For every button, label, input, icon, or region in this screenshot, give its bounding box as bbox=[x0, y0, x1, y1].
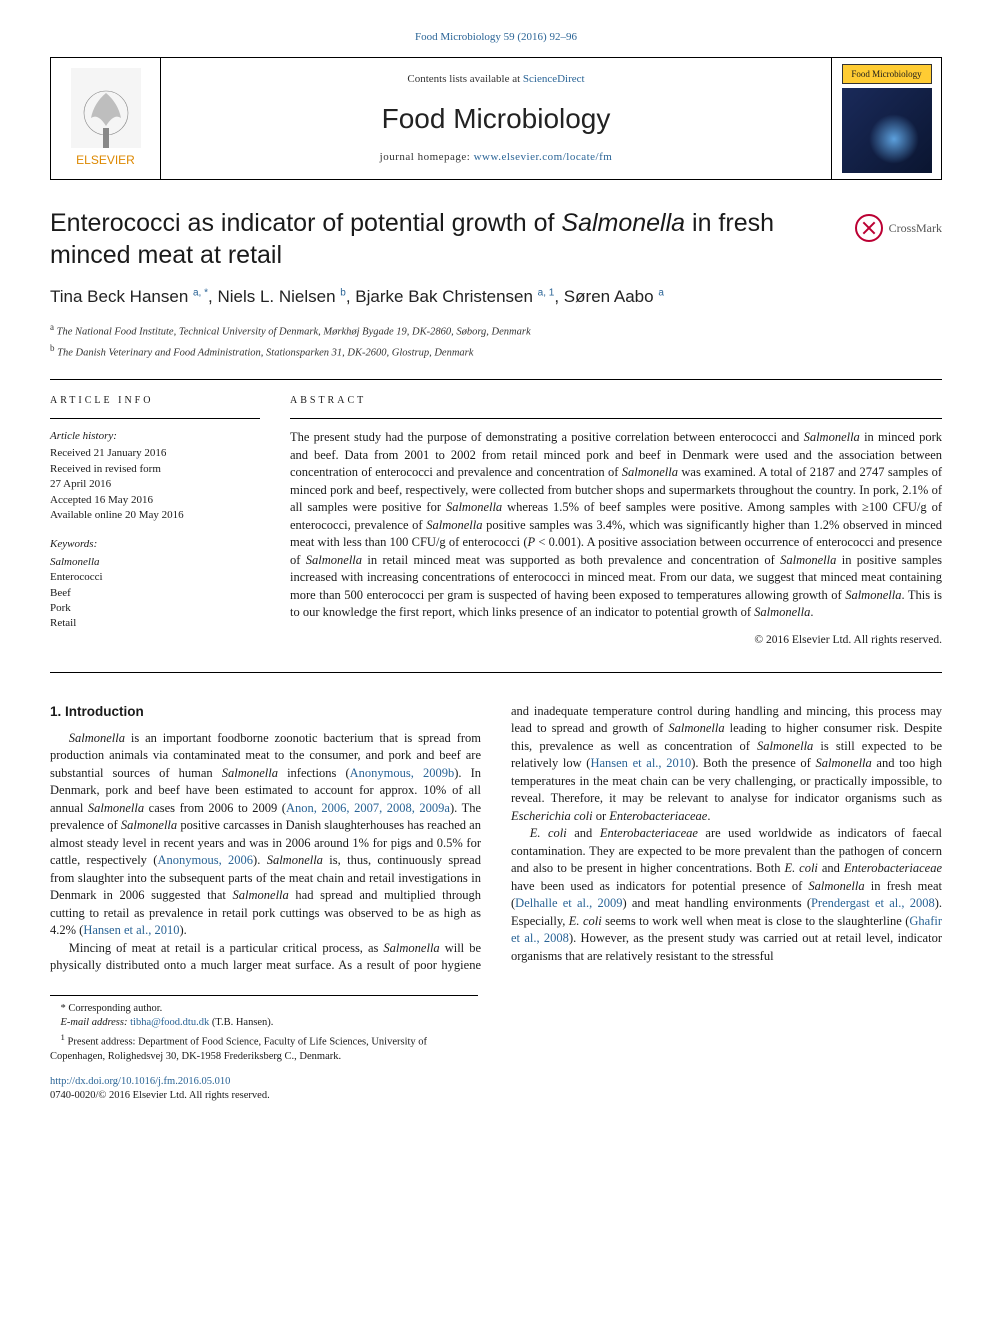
history-line: Accepted 16 May 2016 bbox=[50, 493, 260, 508]
keyword: Retail bbox=[50, 616, 260, 631]
body-columns: 1. Introduction Salmonella is an importa… bbox=[50, 703, 942, 975]
crossmark-badge[interactable]: CrossMark bbox=[855, 214, 942, 242]
keywords-block: Keywords: SalmonellaEnterococciBeefPorkR… bbox=[50, 537, 260, 631]
sciencedirect-link[interactable]: ScienceDirect bbox=[523, 73, 585, 85]
divider bbox=[50, 379, 942, 380]
history-label: Article history: bbox=[50, 429, 260, 444]
journal-homepage: journal homepage: www.elsevier.com/locat… bbox=[380, 150, 613, 165]
article-info-label: ARTICLE INFO bbox=[50, 394, 260, 408]
contents-prefix: Contents lists available at bbox=[407, 73, 522, 85]
cover-block: Food Microbiology bbox=[831, 58, 941, 179]
journal-citation[interactable]: Food Microbiology 59 (2016) 92–96 bbox=[50, 30, 942, 45]
homepage-link[interactable]: www.elsevier.com/locate/fm bbox=[474, 151, 613, 163]
doi-block: http://dx.doi.org/10.1016/j.fm.2016.05.0… bbox=[50, 1075, 478, 1104]
keyword: Beef bbox=[50, 586, 260, 601]
author-list: Tina Beck Hansen a, *, Niels L. Nielsen … bbox=[50, 285, 942, 309]
citation-link[interactable]: Delhalle et al., 2009 bbox=[515, 896, 622, 910]
header-center: Contents lists available at ScienceDirec… bbox=[161, 58, 831, 179]
email-suffix: (T.B. Hansen). bbox=[209, 1017, 273, 1028]
copyright: © 2016 Elsevier Ltd. All rights reserved… bbox=[290, 632, 942, 648]
abstract: ABSTRACT The present study had the purpo… bbox=[290, 394, 942, 648]
article-title: Enterococci as indicator of potential gr… bbox=[50, 208, 835, 271]
citation-link[interactable]: Anon, 2006, 2007, 2008, 2009a bbox=[286, 801, 450, 815]
divider bbox=[50, 672, 942, 673]
issn-line: 0740-0020/© 2016 Elsevier Ltd. All right… bbox=[50, 1090, 270, 1101]
citation-link[interactable]: Anonymous, 2009b bbox=[350, 766, 455, 780]
keyword: Pork bbox=[50, 601, 260, 616]
journal-header: ELSEVIER Contents lists available at Sci… bbox=[50, 57, 942, 180]
citation-link[interactable]: Hansen et al., 2010 bbox=[83, 923, 179, 937]
affiliation-line: b The Danish Veterinary and Food Adminis… bbox=[50, 342, 942, 361]
history-block: Article history: Received 21 January 201… bbox=[50, 429, 260, 523]
divider bbox=[290, 418, 942, 419]
abstract-body: The present study had the purpose of dem… bbox=[290, 429, 942, 622]
cover-badge: Food Microbiology bbox=[842, 64, 932, 84]
elsevier-tree-icon bbox=[71, 68, 141, 148]
history-line: Received in revised form bbox=[50, 462, 260, 477]
intro-heading: 1. Introduction bbox=[50, 703, 481, 722]
crossmark-label: CrossMark bbox=[889, 220, 942, 237]
citation-link[interactable]: Anonymous, 2006 bbox=[157, 853, 253, 867]
body-paragraph: E. coli and Enterobacteriaceae are used … bbox=[511, 825, 942, 965]
keywords-label: Keywords: bbox=[50, 537, 260, 552]
article-info: ARTICLE INFO Article history: Received 2… bbox=[50, 394, 260, 648]
email-line: E-mail address: tibha@food.dtu.dk (T.B. … bbox=[50, 1016, 478, 1031]
doi-link[interactable]: http://dx.doi.org/10.1016/j.fm.2016.05.0… bbox=[50, 1076, 230, 1087]
affiliations: a The National Food Institute, Technical… bbox=[50, 321, 942, 361]
divider bbox=[50, 418, 260, 419]
footnotes: * Corresponding author. E-mail address: … bbox=[50, 995, 478, 1065]
journal-name: Food Microbiology bbox=[382, 99, 611, 138]
affiliation-line: a The National Food Institute, Technical… bbox=[50, 321, 942, 340]
present-address-note: 1 Present address: Department of Food Sc… bbox=[50, 1031, 478, 1065]
corresponding-author-note: * Corresponding author. bbox=[50, 1002, 478, 1017]
abstract-label: ABSTRACT bbox=[290, 394, 942, 408]
contents-line: Contents lists available at ScienceDirec… bbox=[407, 72, 584, 87]
keyword: Salmonella bbox=[50, 555, 260, 570]
history-line: Received 21 January 2016 bbox=[50, 446, 260, 461]
email-label: E-mail address: bbox=[61, 1017, 131, 1028]
body-paragraph: Salmonella is an important foodborne zoo… bbox=[50, 730, 481, 940]
publisher-block: ELSEVIER bbox=[51, 58, 161, 179]
email-link[interactable]: tibha@food.dtu.dk bbox=[130, 1017, 209, 1028]
keyword: Enterococci bbox=[50, 570, 260, 585]
publisher-name: ELSEVIER bbox=[76, 152, 135, 169]
crossmark-icon bbox=[855, 214, 883, 242]
homepage-prefix: journal homepage: bbox=[380, 151, 474, 163]
history-line: 27 April 2016 bbox=[50, 477, 260, 492]
history-line: Available online 20 May 2016 bbox=[50, 508, 260, 523]
cover-image bbox=[842, 88, 932, 173]
citation-link[interactable]: Prendergast et al., 2008 bbox=[811, 896, 935, 910]
citation-link[interactable]: Hansen et al., 2010 bbox=[590, 756, 691, 770]
